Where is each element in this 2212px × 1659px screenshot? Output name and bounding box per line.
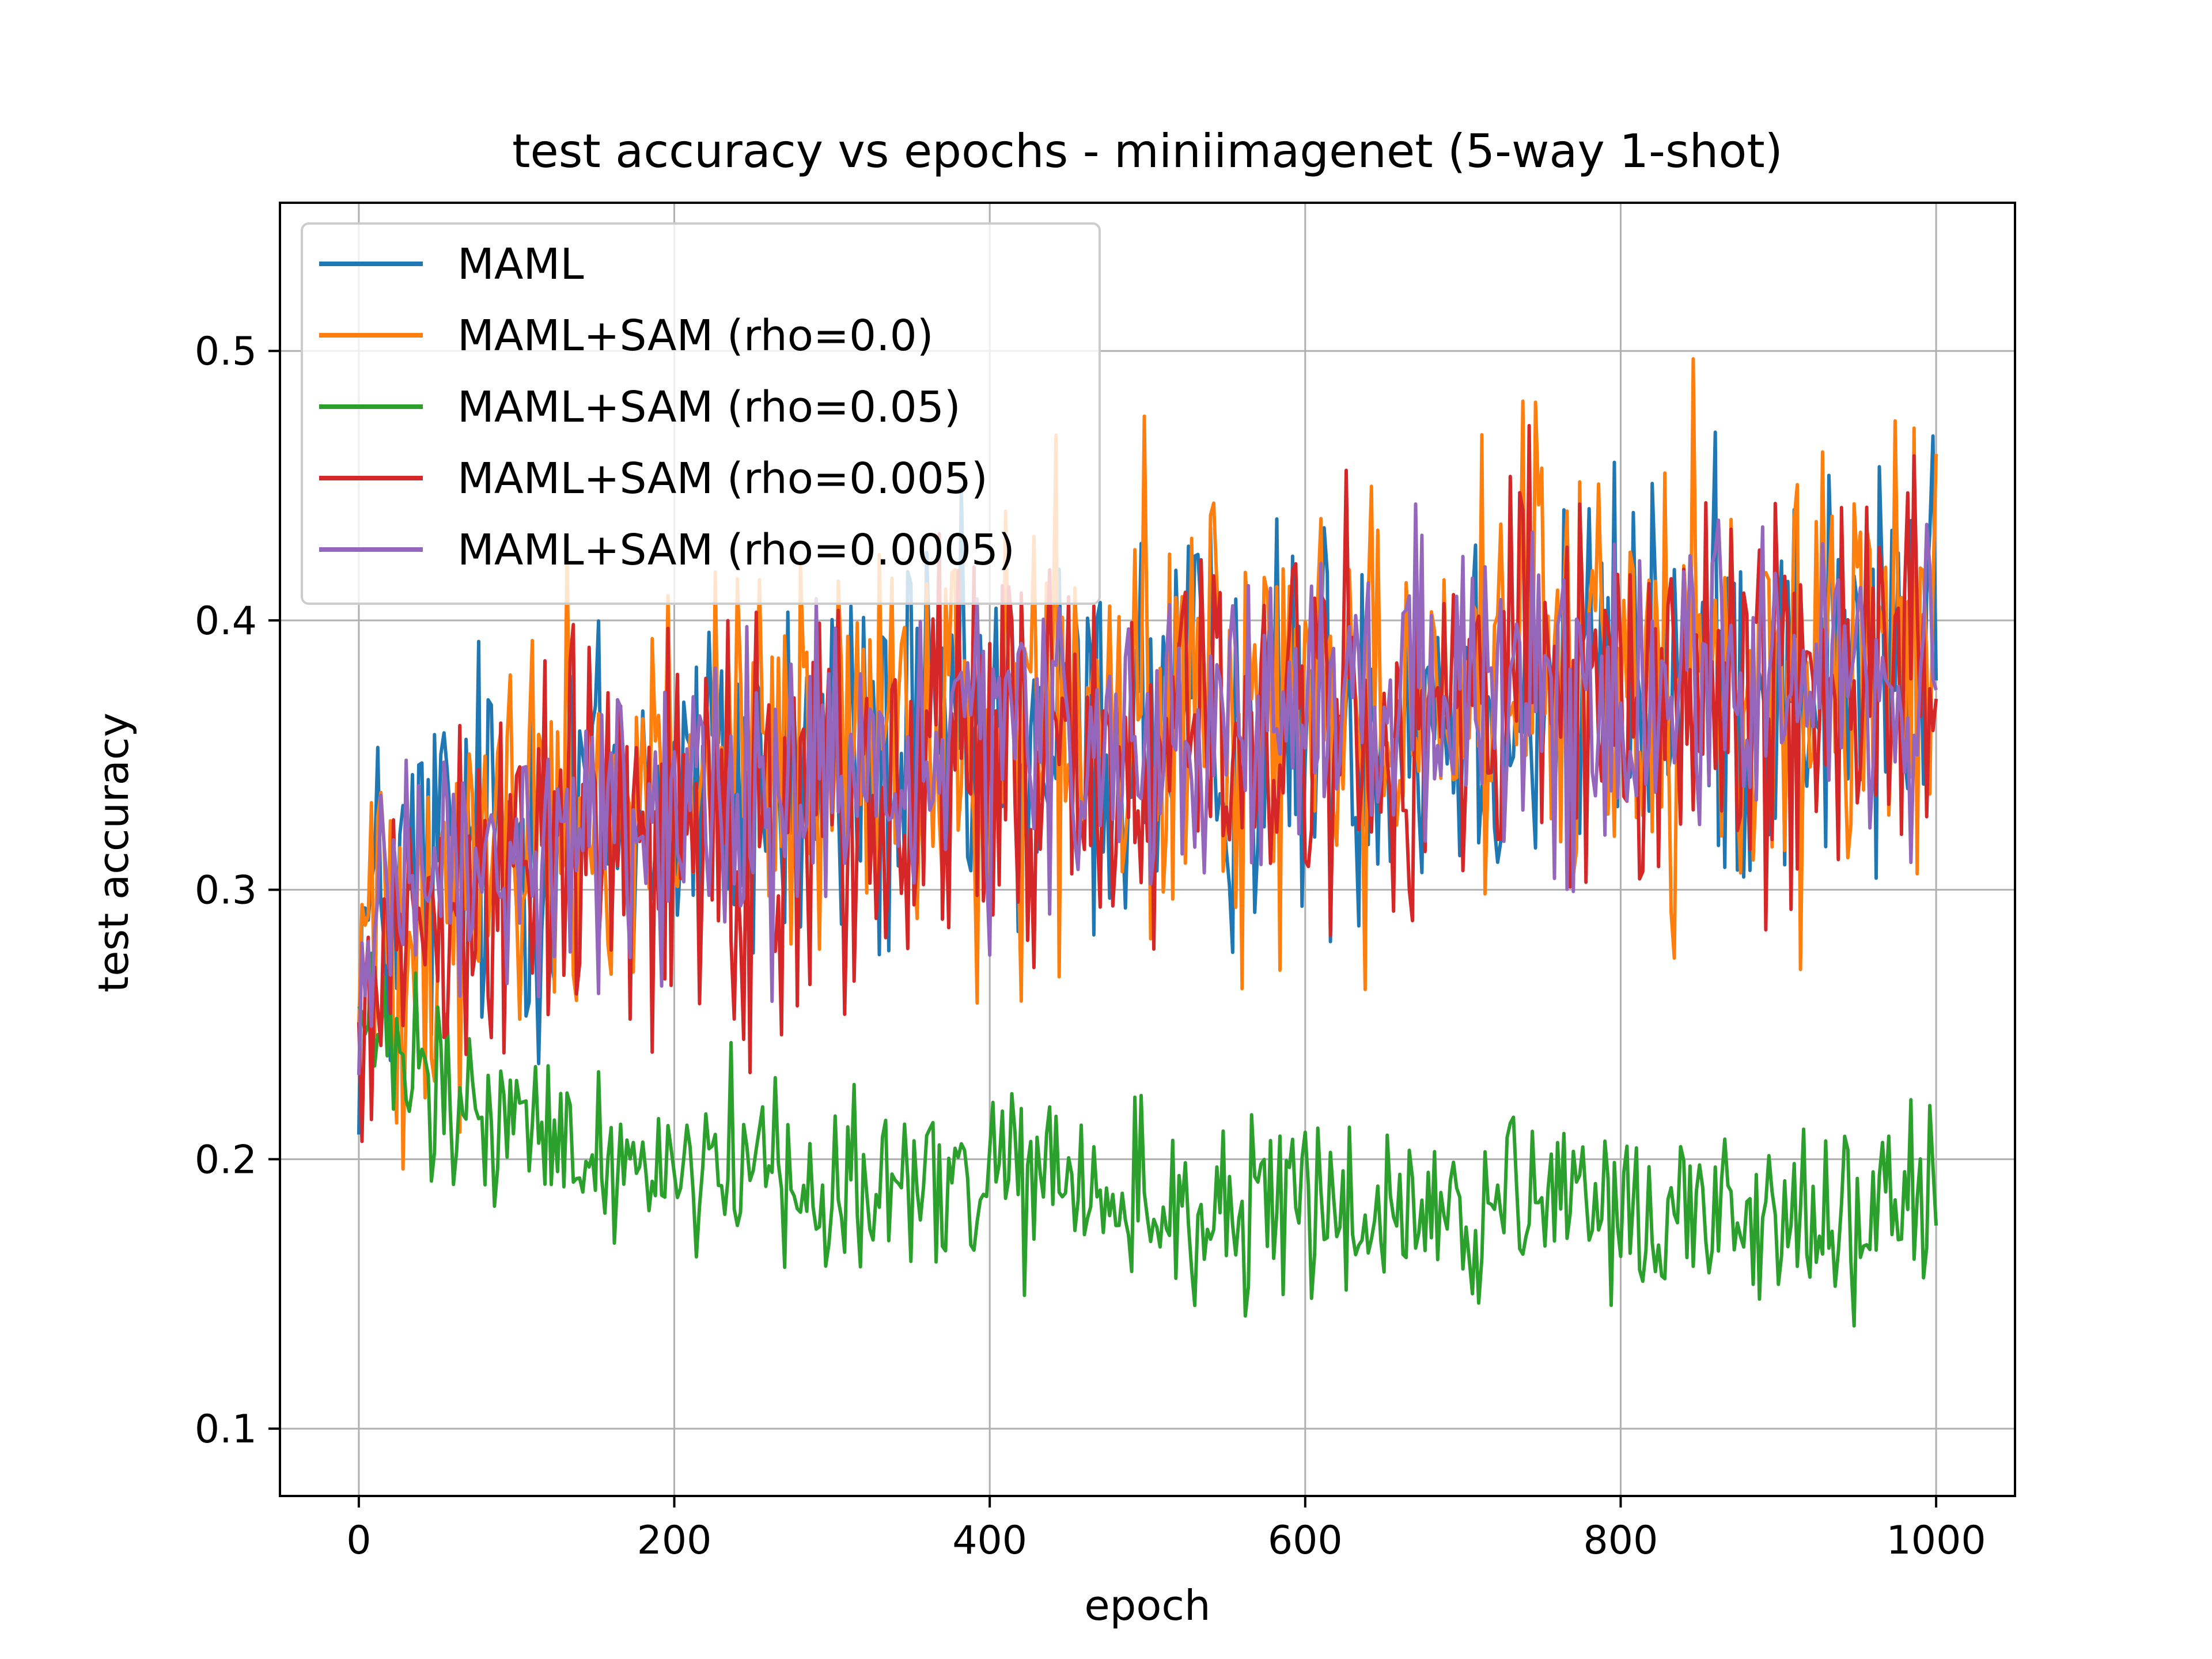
legend-label: MAML+SAM (rho=0.05) (457, 382, 961, 432)
series-line-5 (357, 502, 1938, 1075)
x-tick-label: 1000 (1887, 1518, 1986, 1563)
legend-label: MAML+SAM (rho=0.0005) (457, 525, 1015, 575)
legend-label: MAML+SAM (rho=0.0) (457, 311, 934, 361)
plot-frame (279, 202, 2016, 1497)
y-tick-label: 0.3 (195, 868, 257, 914)
series-line-4 (357, 423, 1938, 1143)
legend-box (301, 222, 1101, 605)
x-axis-label: epoch (1084, 1581, 1210, 1630)
x-tick-label: 400 (952, 1518, 1027, 1563)
x-tick-label: 200 (637, 1518, 712, 1563)
x-tick-label: 800 (1584, 1518, 1658, 1563)
y-tick-label: 0.1 (195, 1407, 257, 1452)
x-tick-label: 600 (1268, 1518, 1343, 1563)
legend-label: MAML+SAM (rho=0.005) (457, 454, 988, 503)
series-line-3 (357, 951, 1938, 1328)
axis-ticks: 0 200 400 600 800 1000 0.1 0.2 0.3 0.4 0.5 (195, 329, 1986, 1563)
y-axis-label: test accuracy (89, 713, 138, 993)
x-tick-label: 0 (346, 1518, 371, 1563)
y-tick-label: 0.5 (195, 329, 257, 374)
chart-title: test accuracy vs epochs - miniimagenet (… (512, 124, 1783, 178)
y-tick-label: 0.2 (195, 1137, 257, 1183)
legend: MAML MAML+SAM (rho=0.0) MAML+SAM (rho=0.05… (301, 222, 1101, 605)
y-tick-label: 0.4 (195, 599, 257, 644)
legend-label: MAML (457, 240, 584, 289)
series-group (357, 357, 1938, 1328)
